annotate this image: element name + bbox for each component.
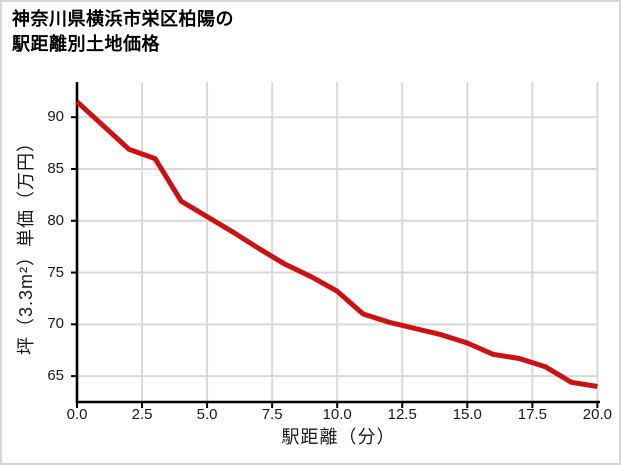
y-tick-label: 65 bbox=[47, 367, 64, 385]
y-tick-label: 75 bbox=[47, 263, 64, 281]
chart-title-line2: 駅距離別土地価格 bbox=[12, 34, 160, 54]
x-tick-label: 7.5 bbox=[261, 406, 283, 423]
x-tick-label: 15.0 bbox=[452, 406, 482, 423]
x-axis-label: 駅距離（分） bbox=[281, 427, 396, 447]
price-line-series bbox=[75, 99, 598, 389]
x-tick-label: 5.0 bbox=[196, 406, 218, 423]
axis-spines bbox=[75, 82, 600, 404]
x-tick-label: 17.5 bbox=[517, 406, 547, 423]
y-tick-label: 70 bbox=[47, 315, 64, 333]
chart-title-line1: 神奈川県横浜市栄区柏陽の bbox=[12, 9, 234, 29]
x-tick-label: 12.5 bbox=[387, 406, 417, 423]
x-tick-label: 2.5 bbox=[131, 406, 153, 423]
y-tick-label: 80 bbox=[47, 211, 64, 229]
chart-title: 神奈川県横浜市栄区柏陽の 駅距離別土地価格 bbox=[12, 7, 234, 57]
x-tick-label: 10.0 bbox=[322, 406, 352, 423]
y-tick-label: 90 bbox=[47, 108, 64, 126]
x-tick-label: 0.0 bbox=[66, 406, 88, 423]
x-tick-label: 20.0 bbox=[582, 406, 612, 423]
y-axis-label: 坪（3.3m²）単価（万円） bbox=[16, 133, 36, 356]
y-tick-label: 85 bbox=[47, 159, 64, 177]
